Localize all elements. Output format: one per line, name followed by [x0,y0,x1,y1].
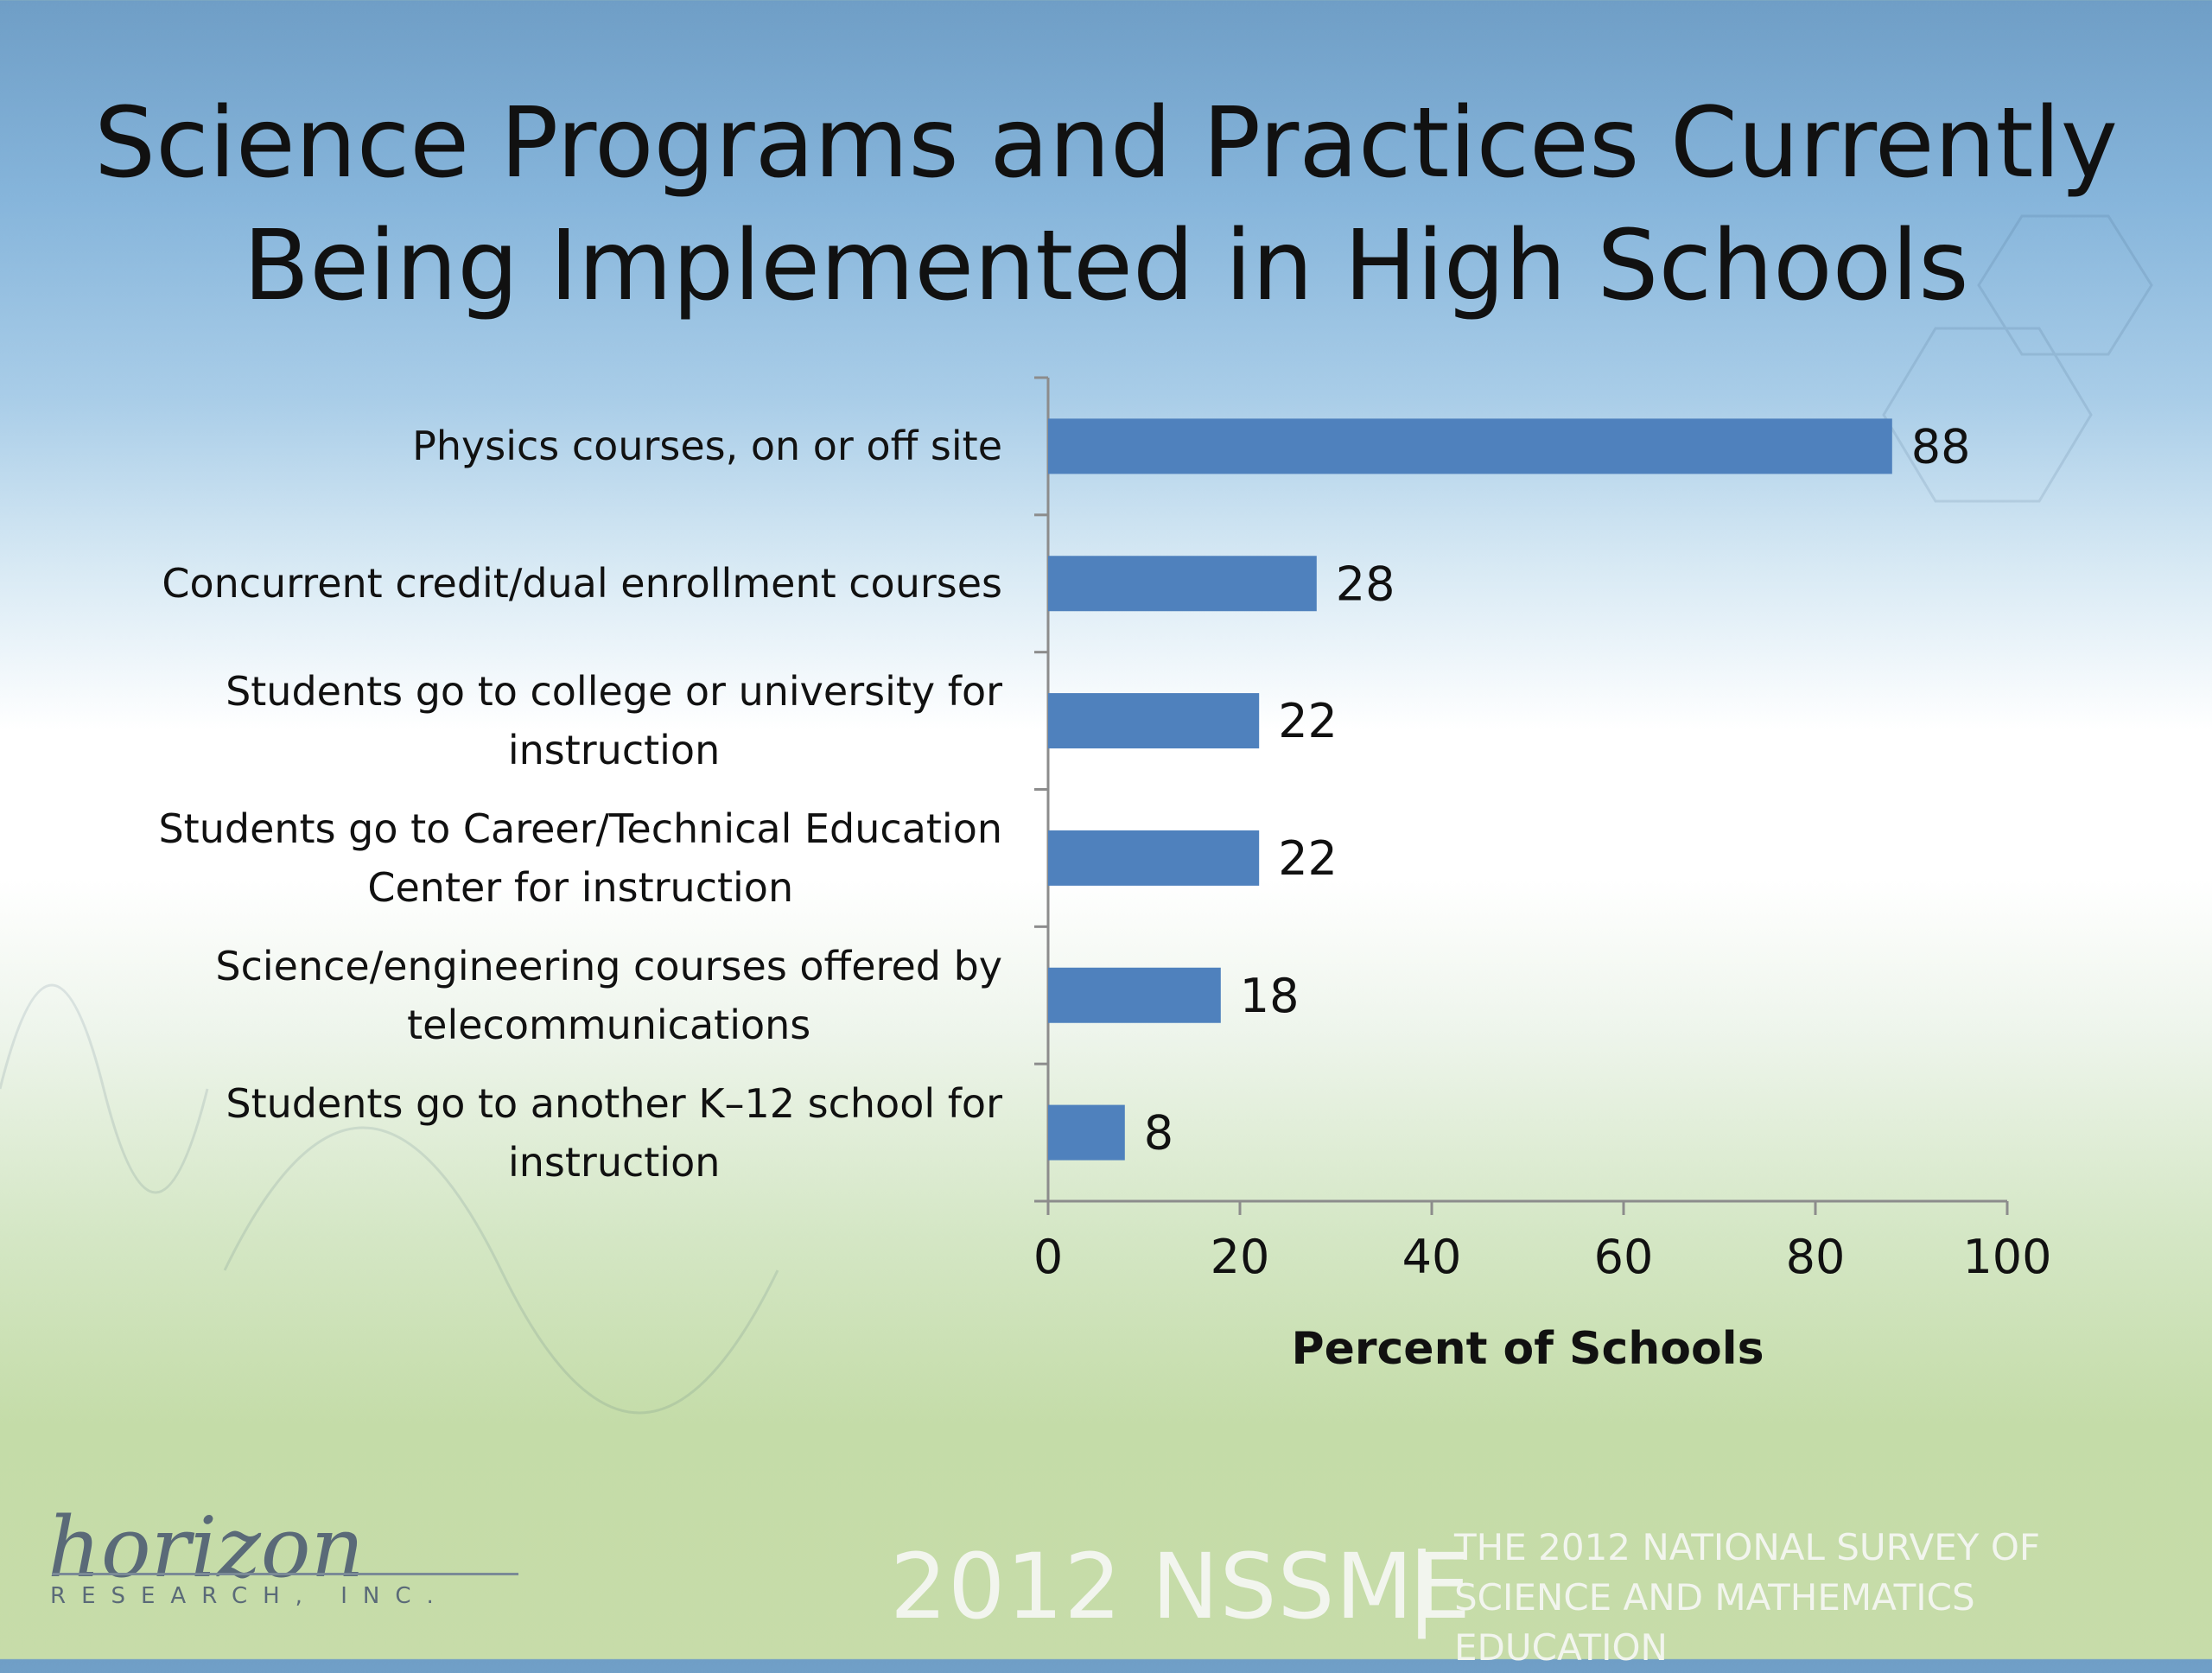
data-label: 8 [1144,1106,1173,1161]
y-category-label: Students go to another K–12 school for in… [52,1074,1002,1192]
data-label: 28 [1336,557,1395,611]
y-category-label-line: instruction [507,727,721,774]
horizon-logo-subtext: RESEARCH, INC. [50,1583,449,1609]
y-category-label-line: instruction [507,1138,721,1186]
y-category-label-line: Science/engineering courses offered by [215,942,1002,989]
chart-title: Science Programs and Practices Currently… [0,82,2212,328]
y-category-label-line: telecommunications [407,1001,811,1048]
bar [1048,556,1317,612]
survey-name-line-1: THE 2012 NATIONAL SURVEY OF [1454,1526,2041,1568]
data-label: 88 [1911,419,1971,474]
y-category-label: Physics courses, on or off site [52,417,1002,475]
y-category-label-line: Center for instruction [367,863,794,911]
y-category-label: Students go to college or university for… [52,662,1002,779]
survey-code: 2012 NSSME [890,1534,1471,1639]
data-label: 18 [1240,969,1300,1023]
chart-title-line-1: Science Programs and Practices Currently [94,87,2118,200]
bar [1048,967,1221,1023]
y-category-label-line: Physics courses, on or off site [412,423,1002,470]
survey-name-line-2: SCIENCE AND MATHEMATICS EDUCATION [1454,1576,1975,1669]
y-category-label-line: Concurrent credit/dual enrollment course… [162,560,1002,607]
x-tick-label: 100 [1962,1230,2051,1284]
horizon-logo: horizon [48,1499,365,1596]
survey-name: THE 2012 NATIONAL SURVEY OF SCIENCE AND … [1454,1523,2197,1673]
x-tick-label: 40 [1402,1230,1462,1284]
bar [1048,693,1260,749]
footer-separator: | [1407,1534,1438,1639]
bar [1048,830,1260,886]
chart-title-line-2: Being Implemented in High Schools [243,210,1969,322]
y-category-label: Students go to Career/Technical Educatio… [52,799,1002,917]
x-tick-label: 80 [1786,1230,1846,1284]
data-label: 22 [1278,694,1338,748]
y-category-label-line: Students go to Career/Technical Educatio… [158,805,1002,852]
x-tick-label: 20 [1211,1230,1270,1284]
bar [1048,1104,1125,1161]
x-tick-label: 60 [1594,1230,1654,1284]
x-tick-label: 0 [1033,1230,1063,1284]
y-category-label: Concurrent credit/dual enrollment course… [52,554,1002,613]
data-label: 22 [1278,831,1338,886]
y-category-label-line: Students go to another K–12 school for [226,1079,1002,1127]
logo-underline [52,1573,518,1575]
bar [1048,418,1892,474]
x-axis-title: Percent of Schools [1291,1323,1764,1375]
y-category-label: Science/engineering courses offered by te… [52,937,1002,1054]
y-category-label-line: Students go to college or university for [226,668,1002,716]
